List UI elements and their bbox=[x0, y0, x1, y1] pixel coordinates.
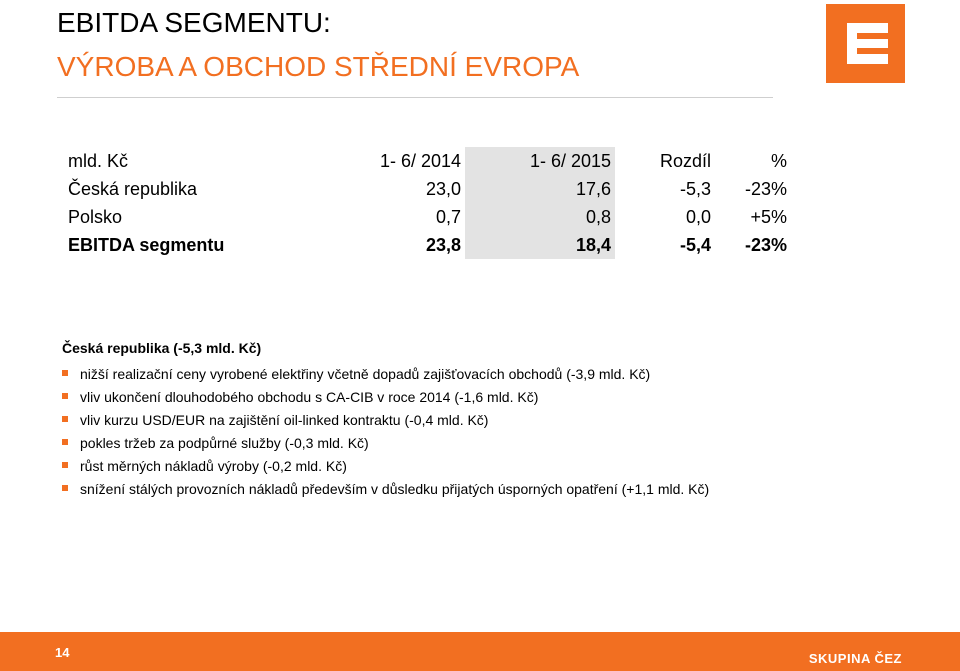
header-cell: Rozdíl bbox=[659, 150, 711, 171]
table-cell: 0,8 bbox=[465, 203, 615, 231]
header-cell: 1- 6/ 2014 bbox=[379, 150, 461, 171]
list-item: pokles tržeb za podpůrné služby (-0,3 ml… bbox=[62, 435, 709, 458]
section-heading: Česká republika (-5,3 mld. Kč) bbox=[62, 340, 262, 356]
bullet-square-icon bbox=[62, 370, 68, 376]
table-row: Česká republika 23,0 17,6 -5,3 -23% bbox=[64, 175, 791, 203]
table-header-row: mld. Kč 1- 6/ 2014 1- 6/ 2015 Rozdíl % bbox=[64, 147, 791, 175]
ebitda-table: mld. Kč 1- 6/ 2014 1- 6/ 2015 Rozdíl % Č… bbox=[64, 147, 791, 259]
bullet-square-icon bbox=[62, 485, 68, 491]
table-cell: Polsko bbox=[68, 206, 123, 227]
bullet-text: vliv kurzu USD/EUR na zajištění oil-link… bbox=[80, 412, 489, 428]
brand-name: SKUPINA ČEZ bbox=[808, 651, 902, 666]
table-cell: 17,6 bbox=[465, 175, 615, 203]
table-total-row: EBITDA segmentu 23,8 18,4 -5,4 -23% bbox=[64, 231, 791, 259]
bullet-square-icon bbox=[62, 439, 68, 445]
footer-bar: 14 SKUPINA ČEZ bbox=[0, 632, 960, 671]
list-item: nižší realizační ceny vyrobené elektřiny… bbox=[62, 366, 709, 389]
table-cell: 0,0 bbox=[685, 206, 711, 227]
bullet-square-icon bbox=[62, 416, 68, 422]
bullet-text: vliv ukončení dlouhodobého obchodu s CA-… bbox=[80, 389, 539, 405]
table-cell: Česká republika bbox=[68, 178, 198, 199]
header-cell: 1- 6/ 2015 bbox=[465, 147, 615, 175]
bullet-text: pokles tržeb za podpůrné služby (-0,3 ml… bbox=[80, 435, 369, 451]
table-cell: -23% bbox=[744, 234, 787, 255]
table-cell: -5,3 bbox=[679, 178, 711, 199]
list-item: růst měrných nákladů výroby (-0,2 mld. K… bbox=[62, 458, 709, 481]
bullet-text: nižší realizační ceny vyrobené elektřiny… bbox=[80, 366, 651, 382]
header-cell: mld. Kč bbox=[68, 150, 129, 171]
bullet-text: růst měrných nákladů výroby (-0,2 mld. K… bbox=[80, 458, 347, 474]
bullet-list: nižší realizační ceny vyrobené elektřiny… bbox=[62, 366, 709, 504]
header-cell: % bbox=[770, 150, 787, 171]
table-cell: 23,8 bbox=[425, 234, 461, 255]
table-cell: +5% bbox=[750, 206, 787, 227]
table-cell: EBITDA segmentu bbox=[68, 234, 225, 255]
page-title: EBITDA SEGMENTU: bbox=[57, 7, 331, 38]
table-cell: -5,4 bbox=[679, 234, 711, 255]
table-cell: -23% bbox=[744, 178, 787, 199]
table-row: Polsko 0,7 0,8 0,0 +5% bbox=[64, 203, 791, 231]
page-subtitle: VÝROBA A OBCHOD STŘEDNÍ EVROPA bbox=[57, 51, 580, 82]
bullet-text: snížení stálých provozních nákladů přede… bbox=[80, 481, 710, 497]
page-number: 14 bbox=[55, 645, 70, 660]
list-item: vliv ukončení dlouhodobého obchodu s CA-… bbox=[62, 389, 709, 412]
table-cell: 18,4 bbox=[465, 231, 615, 259]
list-item: snížení stálých provozních nákladů přede… bbox=[62, 481, 709, 504]
cez-logo-icon bbox=[826, 4, 905, 83]
title-divider bbox=[57, 97, 773, 98]
bullet-square-icon bbox=[62, 462, 68, 468]
list-item: vliv kurzu USD/EUR na zajištění oil-link… bbox=[62, 412, 709, 435]
bullet-square-icon bbox=[62, 393, 68, 399]
table-cell: 0,7 bbox=[435, 206, 461, 227]
table-cell: 23,0 bbox=[425, 178, 461, 199]
